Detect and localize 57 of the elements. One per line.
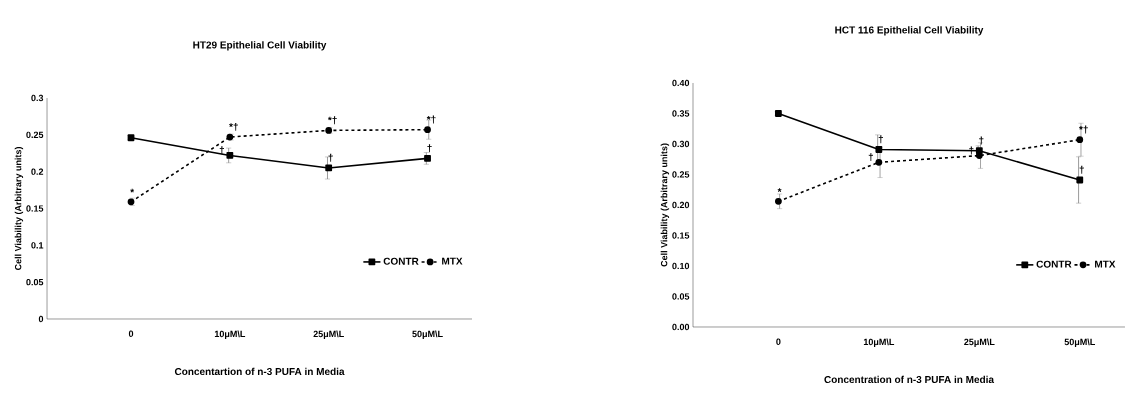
x-tick-label: 25μM\L bbox=[313, 330, 344, 339]
y-tick-label: 0.35 bbox=[672, 110, 690, 117]
point bbox=[875, 146, 883, 153]
legend-label: CONTR bbox=[383, 257, 419, 265]
point bbox=[226, 152, 234, 159]
annotation: † bbox=[1079, 165, 1084, 174]
y-tick-label: 0.00 bbox=[672, 323, 690, 331]
chart-title: HT29 Epithelial Cell Viability bbox=[193, 41, 327, 51]
point bbox=[424, 155, 431, 162]
chart-title: HCT 116 Epithelial Cell Viability bbox=[835, 26, 984, 36]
point bbox=[775, 197, 782, 205]
y-tick-label: 0.15 bbox=[26, 205, 44, 212]
point bbox=[424, 126, 431, 134]
annotation: *† bbox=[327, 116, 337, 125]
y-tick-label: 0 bbox=[38, 315, 44, 323]
x-tick-label: 50μM\L bbox=[1064, 338, 1096, 347]
x-tick-label: 25μM\L bbox=[964, 338, 995, 347]
y-tick-label: 0.05 bbox=[26, 278, 44, 286]
point bbox=[875, 158, 883, 166]
x-tick-label: 50μM\L bbox=[412, 330, 443, 339]
x-tick-label: 0 bbox=[776, 338, 781, 345]
y-tick-label: 0.15 bbox=[672, 232, 690, 239]
y-tick-label: 0.30 bbox=[672, 140, 690, 148]
annotation: *† bbox=[426, 115, 436, 124]
point bbox=[975, 147, 983, 155]
annotation: † bbox=[979, 136, 984, 145]
annotation: † bbox=[878, 135, 883, 144]
point bbox=[1076, 136, 1084, 144]
x-axis-title: Concentartion of n-3 PUFA in Media bbox=[174, 367, 345, 376]
y-axis-title: Cell Viability (Arbitrary units) bbox=[14, 147, 24, 271]
annotation: † bbox=[219, 146, 224, 155]
annotation: † bbox=[868, 153, 873, 162]
y-tick-label: 0.40 bbox=[672, 79, 690, 87]
x-tick-label: 0 bbox=[128, 330, 134, 337]
annotation: * bbox=[777, 188, 782, 192]
y-tick-label: 0.3 bbox=[31, 94, 44, 102]
legend-label: MTX bbox=[1095, 260, 1116, 268]
legend-label: CONTR bbox=[1036, 260, 1072, 268]
annotation: † bbox=[427, 144, 432, 153]
y-axis-title: Cell Viability (Arbitrary units) bbox=[660, 143, 670, 267]
point bbox=[1076, 176, 1084, 184]
y-tick-label: 0.25 bbox=[26, 131, 44, 139]
x-tick-label: 10μM\L bbox=[863, 338, 895, 347]
annotation: * bbox=[130, 188, 135, 193]
annotation: *† bbox=[229, 122, 238, 131]
y-tick-label: 0.20 bbox=[672, 201, 690, 209]
legend-label: MTX bbox=[442, 257, 463, 265]
x-axis-title: Concentration of n-3 PUFA in Media bbox=[824, 375, 995, 384]
annotation: † bbox=[328, 153, 333, 162]
annotation: *† bbox=[1079, 125, 1088, 134]
y-tick-label: 0.10 bbox=[672, 262, 690, 270]
point bbox=[325, 164, 333, 172]
y-tick-label: 0.2 bbox=[31, 168, 44, 175]
x-tick-label: 10μM\L bbox=[214, 330, 246, 339]
y-tick-label: 0.25 bbox=[672, 171, 690, 178]
y-tick-label: 0.1 bbox=[31, 242, 44, 249]
y-tick-label: 0.05 bbox=[672, 293, 690, 300]
